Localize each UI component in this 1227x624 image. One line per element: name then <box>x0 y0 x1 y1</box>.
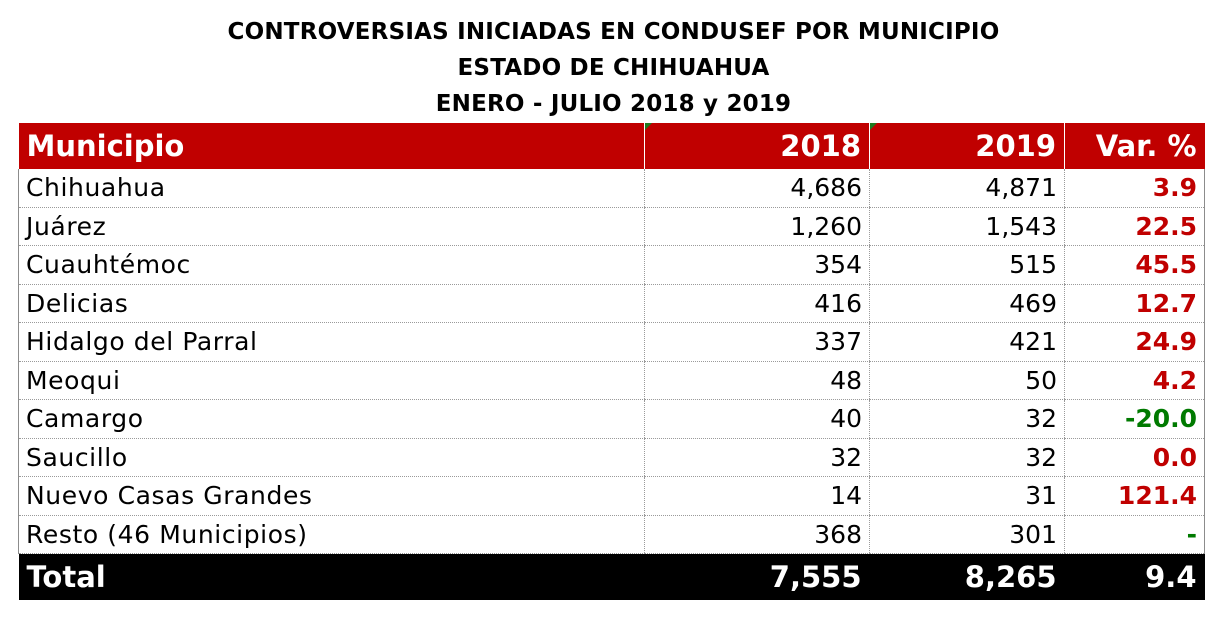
cell-municipio: Camargo <box>18 399 645 439</box>
cell-municipio: Cuauhtémoc <box>18 245 645 285</box>
total-var: 9.4 <box>1064 553 1205 600</box>
cell-2018: 1,260 <box>644 207 870 246</box>
cell-2019: 32 <box>869 438 1065 477</box>
cell-var: -20.0 <box>1064 399 1205 439</box>
cell-var: 12.7 <box>1064 284 1205 323</box>
cell-2018: 32 <box>644 438 870 477</box>
table-row: Meoqui 48 50 4.2 <box>18 361 1205 400</box>
cell-2018: 368 <box>644 515 870 554</box>
report-title: CONTROVERSIAS INICIADAS EN CONDUSEF POR … <box>0 14 1227 122</box>
total-row: Total 7,555 8,265 9.4 <box>18 553 1205 600</box>
cell-municipio: Nuevo Casas Grandes <box>18 476 645 516</box>
table-row: Resto (46 Municipios) 368 301 - <box>18 515 1205 554</box>
cell-2019: 421 <box>869 322 1065 362</box>
cell-2019: 469 <box>869 284 1065 323</box>
table-row: Juárez 1,260 1,543 22.5 <box>18 207 1205 246</box>
cell-municipio: Saucillo <box>18 438 645 477</box>
cell-var: 45.5 <box>1064 245 1205 285</box>
table-row: Saucillo 32 32 0.0 <box>18 438 1205 477</box>
header-var: Var. % <box>1064 123 1205 169</box>
total-2018: 7,555 <box>644 553 870 600</box>
cell-2019: 4,871 <box>869 169 1065 208</box>
cell-2018: 48 <box>644 361 870 400</box>
cell-municipio: Meoqui <box>18 361 645 400</box>
municipality-table: Municipio 2018 2019 Var. % Chihuahua 4,6… <box>18 123 1205 600</box>
total-2019: 8,265 <box>869 553 1065 600</box>
table-row: Chihuahua 4,686 4,871 3.9 <box>18 169 1205 208</box>
cell-var: 24.9 <box>1064 322 1205 362</box>
total-label: Total <box>18 553 645 600</box>
table-row: Nuevo Casas Grandes 14 31 121.4 <box>18 476 1205 516</box>
cell-2018: 14 <box>644 476 870 516</box>
cell-municipio: Resto (46 Municipios) <box>18 515 645 554</box>
header-municipio: Municipio <box>18 123 645 169</box>
cell-municipio: Juárez <box>18 207 645 246</box>
header-2018: 2018 <box>644 123 870 169</box>
cell-var: 22.5 <box>1064 207 1205 246</box>
cell-municipio: Hidalgo del Parral <box>18 322 645 362</box>
cell-var: 3.9 <box>1064 169 1205 208</box>
cell-municipio: Chihuahua <box>18 169 645 208</box>
cell-2019: 515 <box>869 245 1065 285</box>
table-row: Hidalgo del Parral 337 421 24.9 <box>18 322 1205 362</box>
cell-var: 121.4 <box>1064 476 1205 516</box>
cell-municipio: Delicias <box>18 284 645 323</box>
table-row: Cuauhtémoc 354 515 45.5 <box>18 245 1205 285</box>
cell-2019: 1,543 <box>869 207 1065 246</box>
cell-var: 0.0 <box>1064 438 1205 477</box>
cell-2018: 337 <box>644 322 870 362</box>
cell-2018: 40 <box>644 399 870 439</box>
cell-2018: 354 <box>644 245 870 285</box>
title-line-3: ENERO - JULIO 2018 y 2019 <box>435 91 792 117</box>
cell-2018: 416 <box>644 284 870 323</box>
cell-var: 4.2 <box>1064 361 1205 400</box>
cell-2018: 4,686 <box>644 169 870 208</box>
cell-var: - <box>1064 515 1205 554</box>
title-line-2: ESTADO DE CHIHUAHUA <box>457 55 770 81</box>
cell-2019: 31 <box>869 476 1065 516</box>
table-row: Camargo 40 32 -20.0 <box>18 399 1205 439</box>
cell-2019: 50 <box>869 361 1065 400</box>
header-2019: 2019 <box>869 123 1065 169</box>
header-row: Municipio 2018 2019 Var. % <box>18 123 1205 169</box>
table-row: Delicias 416 469 12.7 <box>18 284 1205 323</box>
title-line-1: CONTROVERSIAS INICIADAS EN CONDUSEF POR … <box>227 19 1000 45</box>
cell-2019: 32 <box>869 399 1065 439</box>
cell-2019: 301 <box>869 515 1065 554</box>
